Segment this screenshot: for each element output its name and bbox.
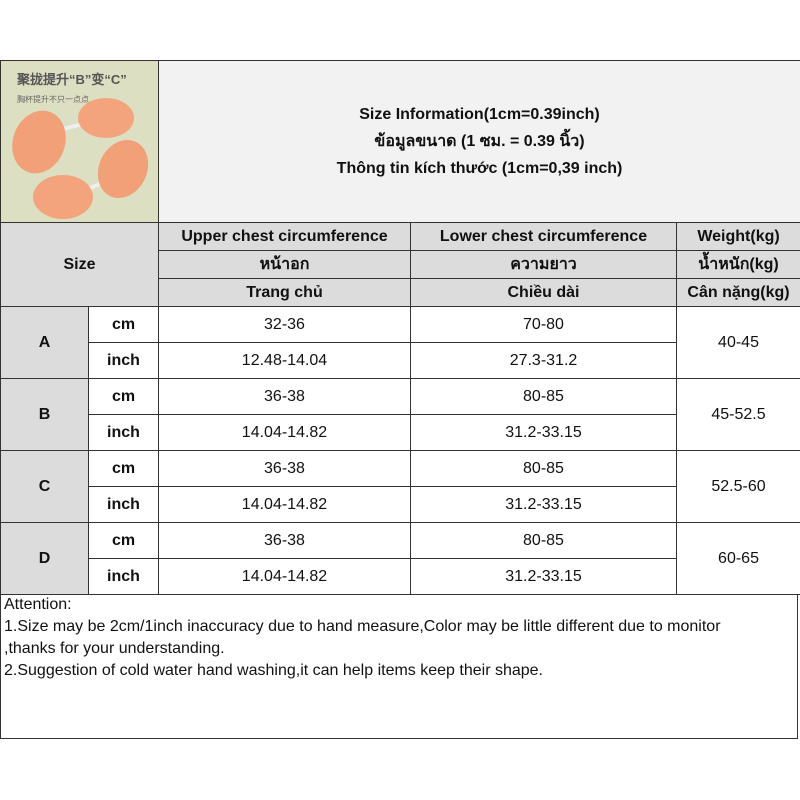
- attention-line: 2.Suggestion of cold water hand washing,…: [4, 662, 543, 679]
- title-cell: Size Information(1cm=0.39inch) ข้อมูลขนา…: [157, 60, 800, 223]
- weight-value: 52.5-60: [675, 450, 800, 523]
- weight-value: 40-45: [675, 306, 800, 379]
- upper-inch: 12.48-14.04: [158, 342, 411, 379]
- image-caption: 聚拢提升“B”变“C”: [16, 72, 127, 87]
- lower-cm: 80-85: [410, 450, 677, 487]
- table-row: C cm 36-38 80-85 52.5-60: [0, 450, 800, 523]
- table-row: inch 14.04-14.82 31.2-33.15: [1, 414, 800, 451]
- lower-inch: 31.2-33.15: [410, 558, 677, 595]
- lower-inch: 31.2-33.15: [410, 414, 677, 451]
- size-label: B: [0, 378, 89, 451]
- col-upper-en: Upper chest circumference: [158, 222, 411, 251]
- lower-inch: 31.2-33.15: [410, 486, 677, 523]
- unit-inch: inch: [88, 486, 159, 523]
- col-weight-en: Weight(kg): [675, 222, 800, 251]
- upper-cm: 36-38: [158, 522, 411, 559]
- lower-cm: 80-85: [410, 522, 677, 559]
- table-row: D cm 36-38 80-85 60-65: [0, 522, 800, 595]
- col-upper-th: หน้าอก: [158, 250, 411, 279]
- table-row: inch 12.48-14.04 27.3-31.2: [1, 342, 800, 379]
- svg-text:胸杯提升不只一点点: 胸杯提升不只一点点: [17, 94, 89, 104]
- title-th: ข้อมูลขนาด (1 ซม. = 0.39 นิ้ว): [374, 133, 585, 150]
- title-en: Size Information(1cm=0.39inch): [359, 106, 600, 123]
- upper-inch: 14.04-14.82: [158, 558, 411, 595]
- unit-inch: inch: [88, 414, 159, 451]
- upper-inch: 14.04-14.82: [158, 486, 411, 523]
- unit-cm: cm: [88, 306, 159, 343]
- unit-cm: cm: [88, 378, 159, 415]
- unit-inch: inch: [88, 558, 159, 595]
- col-weight-th: น้ำหนัก(kg): [675, 250, 800, 279]
- col-lower-th: ความยาว: [410, 250, 677, 279]
- col-weight-vi: Cân nặng(kg): [675, 278, 800, 307]
- unit-cm: cm: [88, 450, 159, 487]
- size-header: Size: [0, 222, 159, 307]
- size-label: D: [0, 522, 89, 595]
- lower-cm: 70-80: [410, 306, 677, 343]
- table-row: A cm 32-36 70-80 40-45: [0, 306, 800, 379]
- attention-line: ,thanks for your understanding.: [4, 640, 225, 657]
- lower-cm: 80-85: [410, 378, 677, 415]
- col-lower-en: Lower chest circumference: [410, 222, 677, 251]
- upper-cm: 32-36: [158, 306, 411, 343]
- attention-notes: Attention: 1.Size may be 2cm/1inch inacc…: [0, 594, 798, 739]
- attention-line: 1.Size may be 2cm/1inch inaccuracy due t…: [4, 618, 721, 635]
- lower-inch: 27.3-31.2: [410, 342, 677, 379]
- size-label: A: [0, 306, 89, 379]
- upper-cm: 36-38: [158, 378, 411, 415]
- attention-title: Attention:: [4, 596, 72, 613]
- col-lower-vi: Chiều dài: [410, 278, 677, 307]
- unit-cm: cm: [88, 522, 159, 559]
- title-vi: Thông tin kích thước (1cm=0,39 inch): [336, 160, 623, 177]
- weight-value: 60-65: [675, 522, 800, 595]
- upper-inch: 14.04-14.82: [158, 414, 411, 451]
- size-label: C: [0, 450, 89, 523]
- table-row: B cm 36-38 80-85 45-52.5: [0, 378, 800, 451]
- weight-value: 45-52.5: [675, 378, 800, 451]
- product-image: 聚拢提升“B”变“C” 胸杯提升不只一点点: [0, 60, 159, 223]
- size-chart-table: 聚拢提升“B”变“C” 胸杯提升不只一点点 Size Information(1…: [0, 60, 800, 595]
- upper-cm: 36-38: [158, 450, 411, 487]
- col-upper-vi: Trang chủ: [158, 278, 411, 307]
- table-row: inch 14.04-14.82 31.2-33.15: [1, 486, 800, 523]
- table-row: inch 14.04-14.82 31.2-33.15: [1, 558, 800, 595]
- unit-inch: inch: [88, 342, 159, 379]
